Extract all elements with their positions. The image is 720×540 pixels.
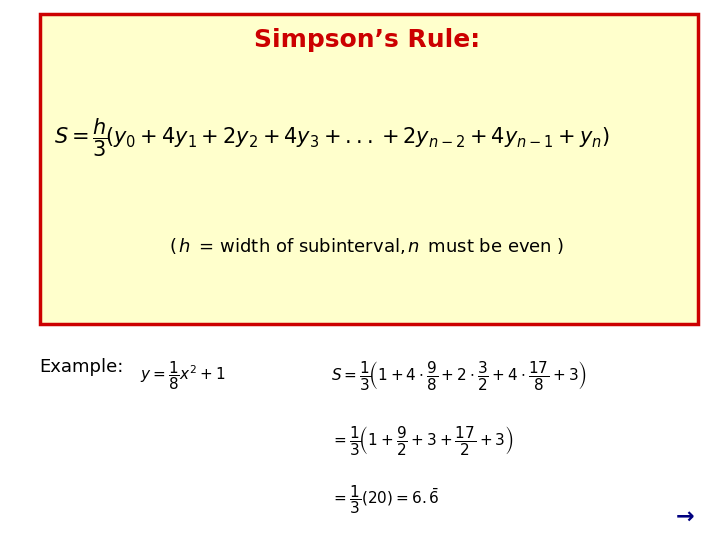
Text: Simpson’s Rule:: Simpson’s Rule: (254, 29, 480, 52)
FancyBboxPatch shape (40, 14, 698, 324)
Text: $S=\dfrac{h}{3}\!\left(y_0+4y_1+2y_2+4y_3+...+2y_{n-2}+4y_{n-1}+y_n\right)$: $S=\dfrac{h}{3}\!\left(y_0+4y_1+2y_2+4y_… (54, 117, 610, 159)
Text: $(\,h\,$ = width of subinterval,$\,n\,$ must be even $)$: $(\,h\,$ = width of subinterval,$\,n\,$ … (169, 235, 565, 256)
Text: $=\dfrac{1}{3}\!\left(1+\dfrac{9}{2}+3+\dfrac{17}{2}+3\right)$: $=\dfrac{1}{3}\!\left(1+\dfrac{9}{2}+3+\… (331, 423, 514, 457)
Text: →: → (676, 507, 695, 526)
Text: Example:: Example: (40, 358, 124, 376)
Text: $=\dfrac{1}{3}(20)=6.\bar{6}$: $=\dfrac{1}{3}(20)=6.\bar{6}$ (331, 483, 440, 516)
Text: $y=\dfrac{1}{8}x^2+1$: $y=\dfrac{1}{8}x^2+1$ (140, 359, 226, 392)
Text: $S=\dfrac{1}{3}\!\left(1+4\cdot\dfrac{9}{8}+2\cdot\dfrac{3}{2}+4\cdot\dfrac{17}{: $S=\dfrac{1}{3}\!\left(1+4\cdot\dfrac{9}… (331, 359, 587, 392)
